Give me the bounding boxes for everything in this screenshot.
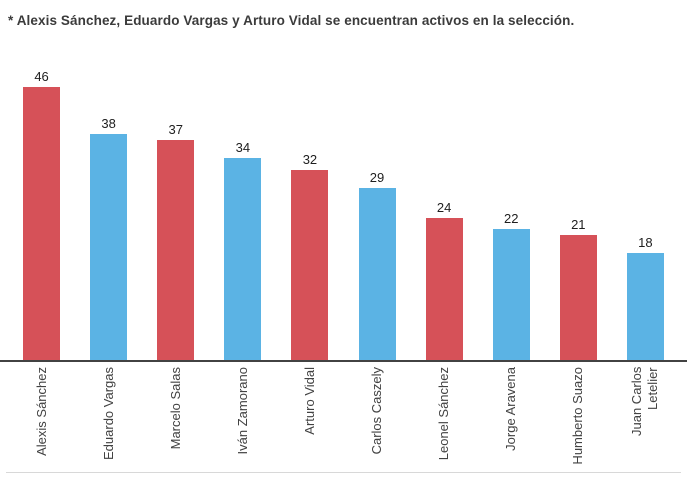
bar-value-label: 37 <box>168 122 183 137</box>
bar-value-label: 32 <box>302 152 318 167</box>
label-cell: Eduardo Vargas <box>75 367 142 469</box>
bar[interactable] <box>23 87 61 360</box>
bar[interactable] <box>492 229 530 360</box>
bar-value-label: 29 <box>369 170 385 185</box>
bar-value-label: 18 <box>638 235 653 250</box>
category-label: Juan Carlos Letelier <box>629 367 661 437</box>
bar[interactable] <box>425 218 463 360</box>
bar[interactable] <box>626 253 664 360</box>
label-cell: Iván Zamorano <box>209 367 276 469</box>
bar[interactable] <box>358 188 396 360</box>
label-cell: Alexis Sánchez <box>8 367 75 469</box>
bar-column: 37 <box>142 0 209 360</box>
bar-column: 29 <box>343 0 410 360</box>
bar[interactable] <box>559 235 597 360</box>
label-cell: Marcelo Salas <box>142 367 209 469</box>
category-label: Jorge Aravena <box>503 367 519 451</box>
bar-value-label: 21 <box>571 217 586 232</box>
bar[interactable] <box>291 170 329 360</box>
category-label: Arturo Vidal <box>301 367 317 435</box>
bar[interactable] <box>90 134 128 360</box>
bar-value-label: 46 <box>34 69 49 84</box>
category-label: Humberto Suazo <box>570 367 586 465</box>
bar-value-label: 24 <box>436 200 452 215</box>
bottom-divider <box>6 472 681 473</box>
bar-column: 21 <box>545 0 612 360</box>
bar-value-label: 34 <box>235 140 251 155</box>
x-axis-line <box>0 360 687 362</box>
bar[interactable] <box>224 158 262 360</box>
category-label: Carlos Caszely <box>369 367 385 455</box>
label-cell: Carlos Caszely <box>343 367 410 469</box>
category-label: Marcelo Salas <box>167 367 183 450</box>
bar-value-label: 22 <box>503 211 519 226</box>
plot-area: 46 38 37 34 32 29 24 22 21 18 <box>8 0 679 360</box>
bar-value-label: 38 <box>101 116 116 131</box>
category-label: Alexis Sánchez <box>33 367 49 456</box>
label-cell: Arturo Vidal <box>276 367 343 469</box>
category-label: Leonel Sánchez <box>436 367 452 461</box>
bar-column: 46 <box>8 0 75 360</box>
bar-column: 18 <box>612 0 679 360</box>
bar-column: 22 <box>478 0 545 360</box>
x-axis-labels: Alexis Sánchez Eduardo Vargas Marcelo Sala… <box>8 367 679 469</box>
chart-note: * Alexis Sánchez, Eduardo Vargas y Artur… <box>8 13 575 28</box>
bar-column: 24 <box>411 0 478 360</box>
bar-column: 34 <box>209 0 276 360</box>
label-cell: Leonel Sánchez <box>411 367 478 469</box>
bar-column: 32 <box>276 0 343 360</box>
bar[interactable] <box>157 140 195 360</box>
category-label: Iván Zamorano <box>234 367 250 455</box>
label-cell: Juan Carlos Letelier <box>612 367 679 469</box>
label-cell: Jorge Aravena <box>478 367 545 469</box>
label-cell: Humberto Suazo <box>545 367 612 469</box>
bar-column: 38 <box>75 0 142 360</box>
category-label: Eduardo Vargas <box>100 367 116 460</box>
